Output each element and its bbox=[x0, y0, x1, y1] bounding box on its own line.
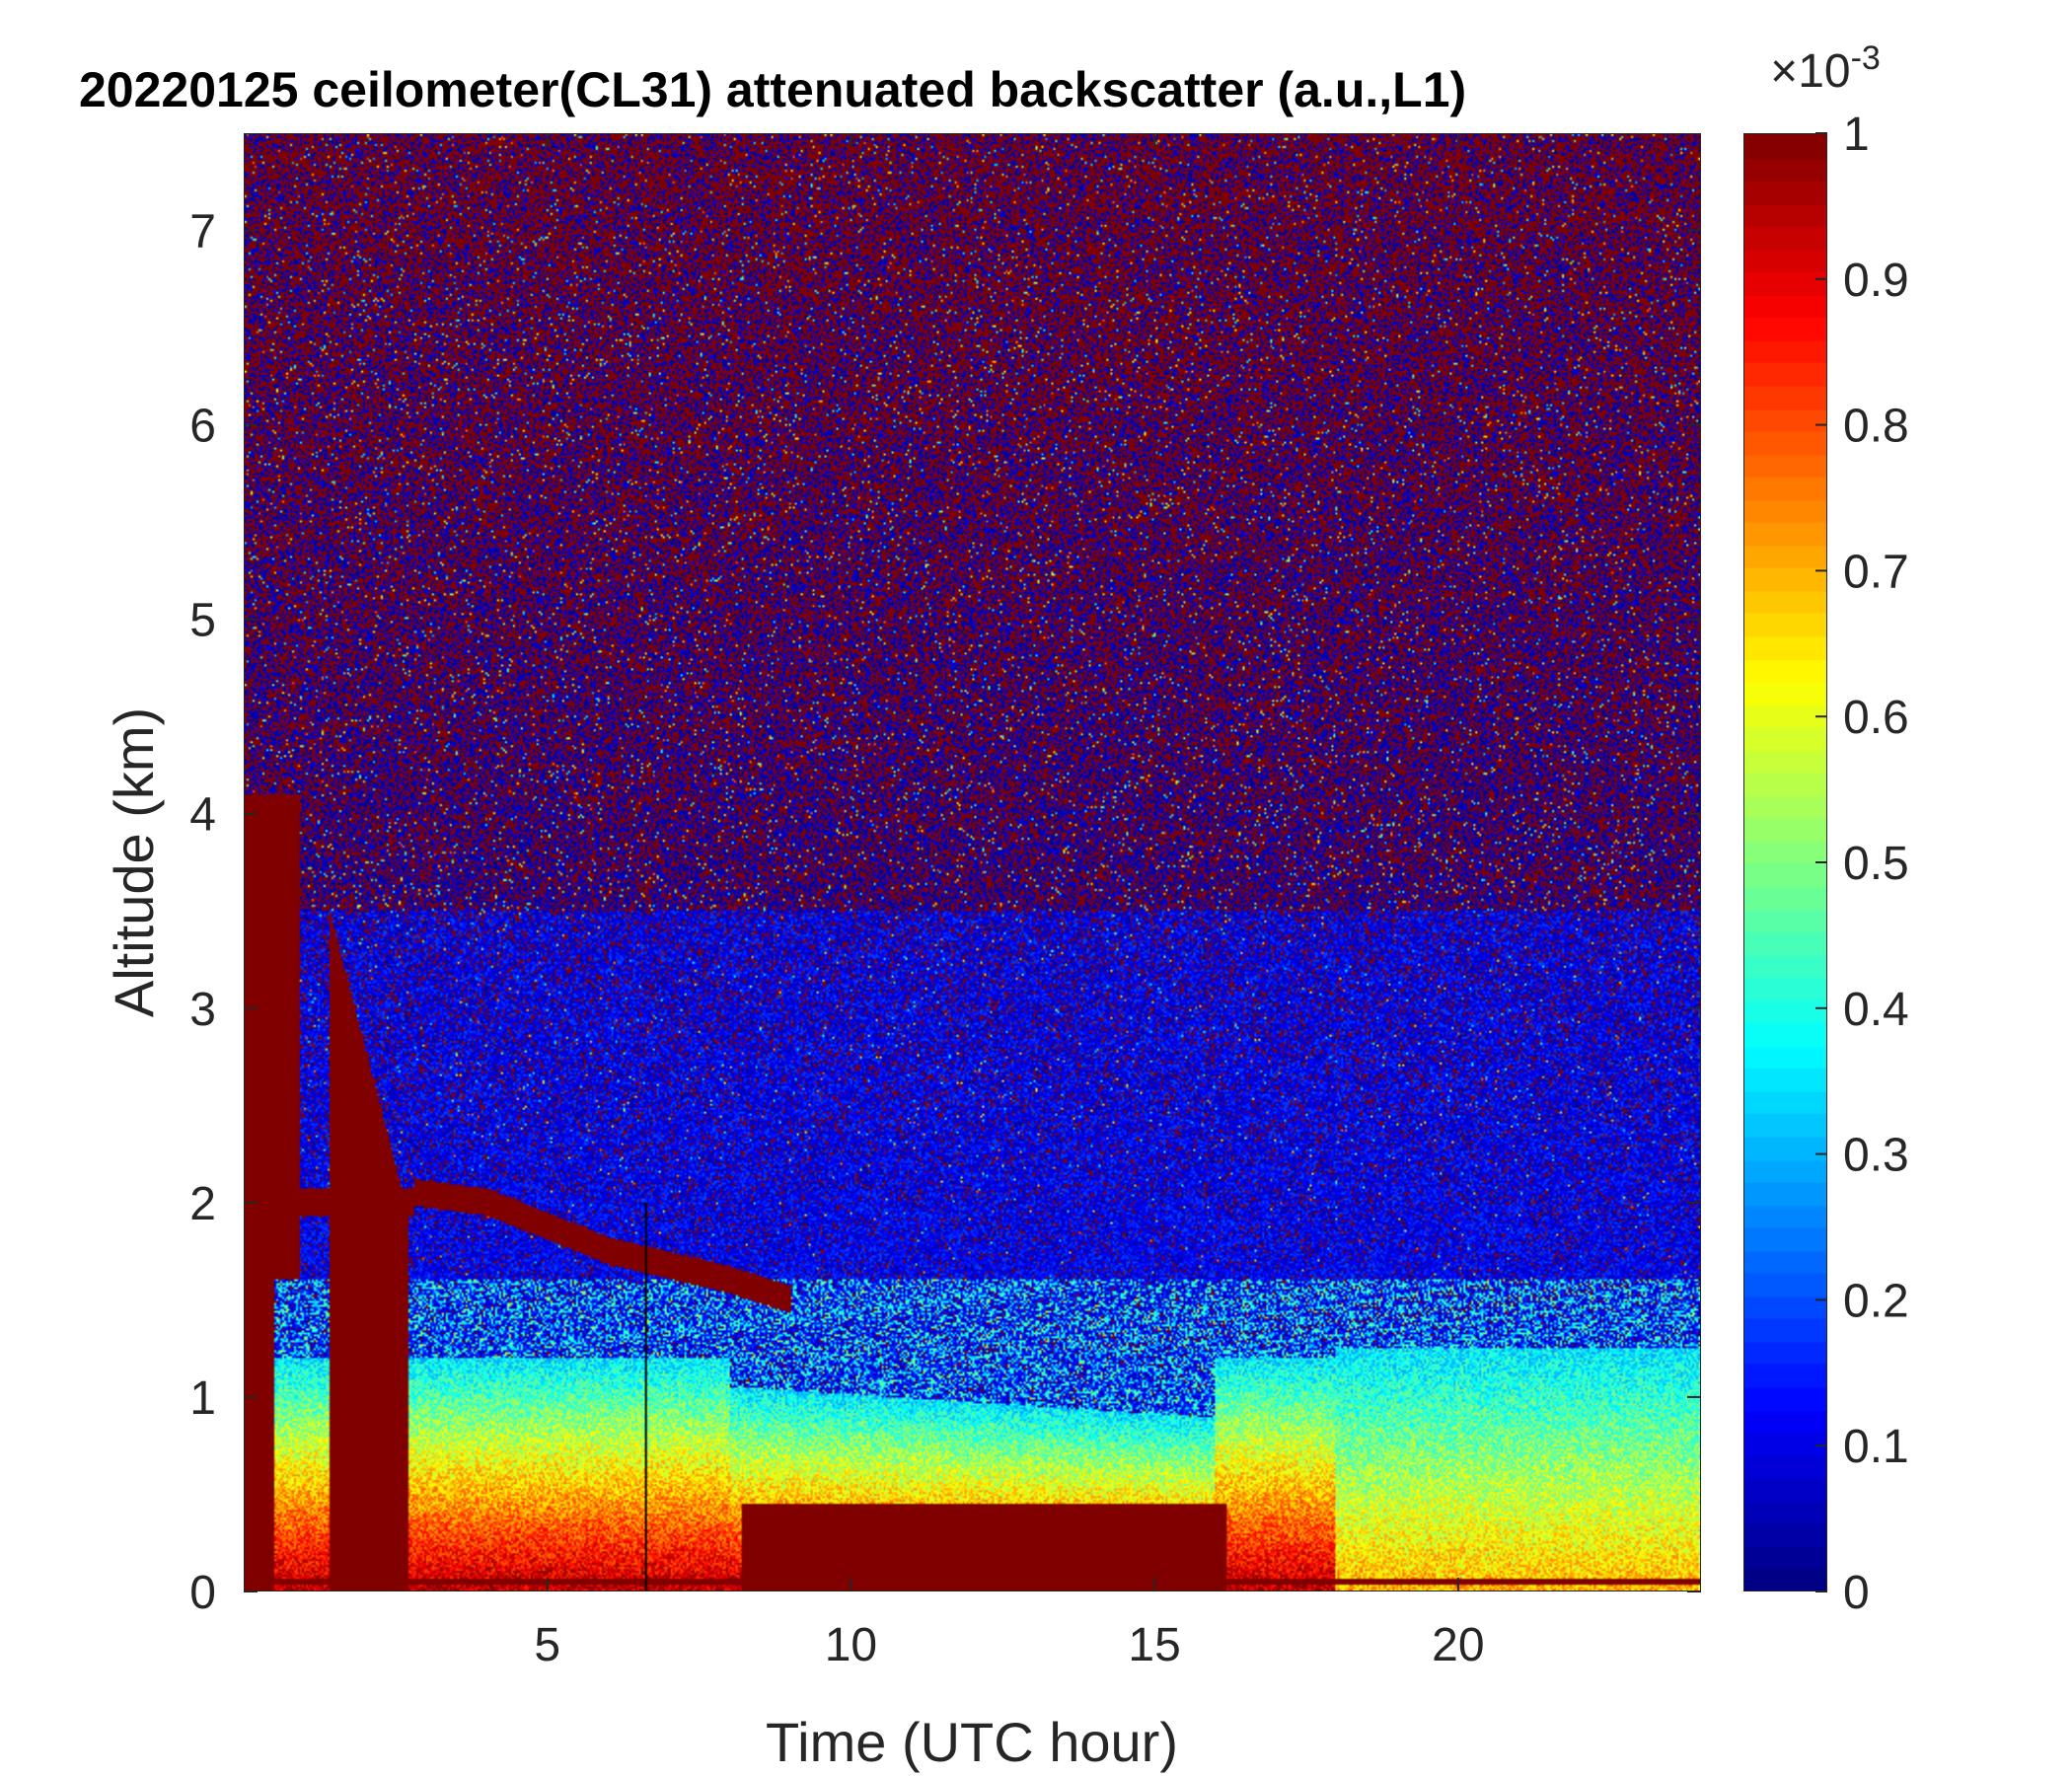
x-tick-label: 20 bbox=[1432, 1619, 1484, 1671]
colorbar-tick-label: 0.5 bbox=[1843, 838, 1909, 890]
y-tick-label: 3 bbox=[189, 984, 216, 1036]
colorbar-tick-label: 0 bbox=[1843, 1567, 1870, 1619]
y-tick-label: 1 bbox=[189, 1372, 216, 1425]
colorbar-exponent-label: ×10-3 bbox=[1770, 39, 1881, 98]
heatmap-plot-area bbox=[244, 133, 1701, 1591]
y-tick-label: 4 bbox=[189, 789, 216, 842]
x-axis-label: Time (UTC hour) bbox=[766, 1711, 1178, 1773]
chart-title: 20220125 ceilometer(CL31) attenuated bac… bbox=[79, 62, 1467, 117]
colorbar-tick-label: 0.6 bbox=[1843, 692, 1909, 744]
colorbar-tick-label: 0.9 bbox=[1843, 255, 1909, 307]
colorbar-tick-label: 0.2 bbox=[1843, 1275, 1909, 1327]
colorbar-exponent-base: ×10 bbox=[1770, 45, 1850, 98]
colorbar-tick-label: 1 bbox=[1843, 109, 1870, 161]
heatmap-image bbox=[245, 134, 1700, 1591]
y-tick-label: 7 bbox=[189, 206, 216, 259]
x-tick-label: 10 bbox=[825, 1619, 877, 1671]
colorbar-tick-label: 0.7 bbox=[1843, 546, 1909, 598]
y-axis-label: Altitude (km) bbox=[103, 707, 165, 1017]
colorbar-tick-label: 0.4 bbox=[1843, 984, 1909, 1036]
x-tick-label: 15 bbox=[1128, 1619, 1180, 1671]
colorbar-tick-label: 0.1 bbox=[1843, 1421, 1909, 1473]
x-tick-label: 5 bbox=[534, 1619, 560, 1671]
colorbar-tick-label: 0.8 bbox=[1843, 401, 1909, 453]
colorbar-exponent-power: -3 bbox=[1851, 39, 1881, 77]
colorbar-tick-label: 0.3 bbox=[1843, 1130, 1909, 1182]
colorbar bbox=[1743, 133, 1827, 1591]
y-tick-label: 6 bbox=[189, 401, 216, 453]
colorbar-gradient bbox=[1744, 134, 1826, 1591]
colorbar-ticks: 0 0.1 0.2 0.3 0.4 0.5 0.6 0.7 0.8 0.9 1 bbox=[1815, 109, 1909, 1619]
y-tick-label: 2 bbox=[189, 1178, 216, 1230]
y-tick-label: 5 bbox=[189, 595, 216, 647]
y-tick-label: 0 bbox=[189, 1567, 216, 1619]
